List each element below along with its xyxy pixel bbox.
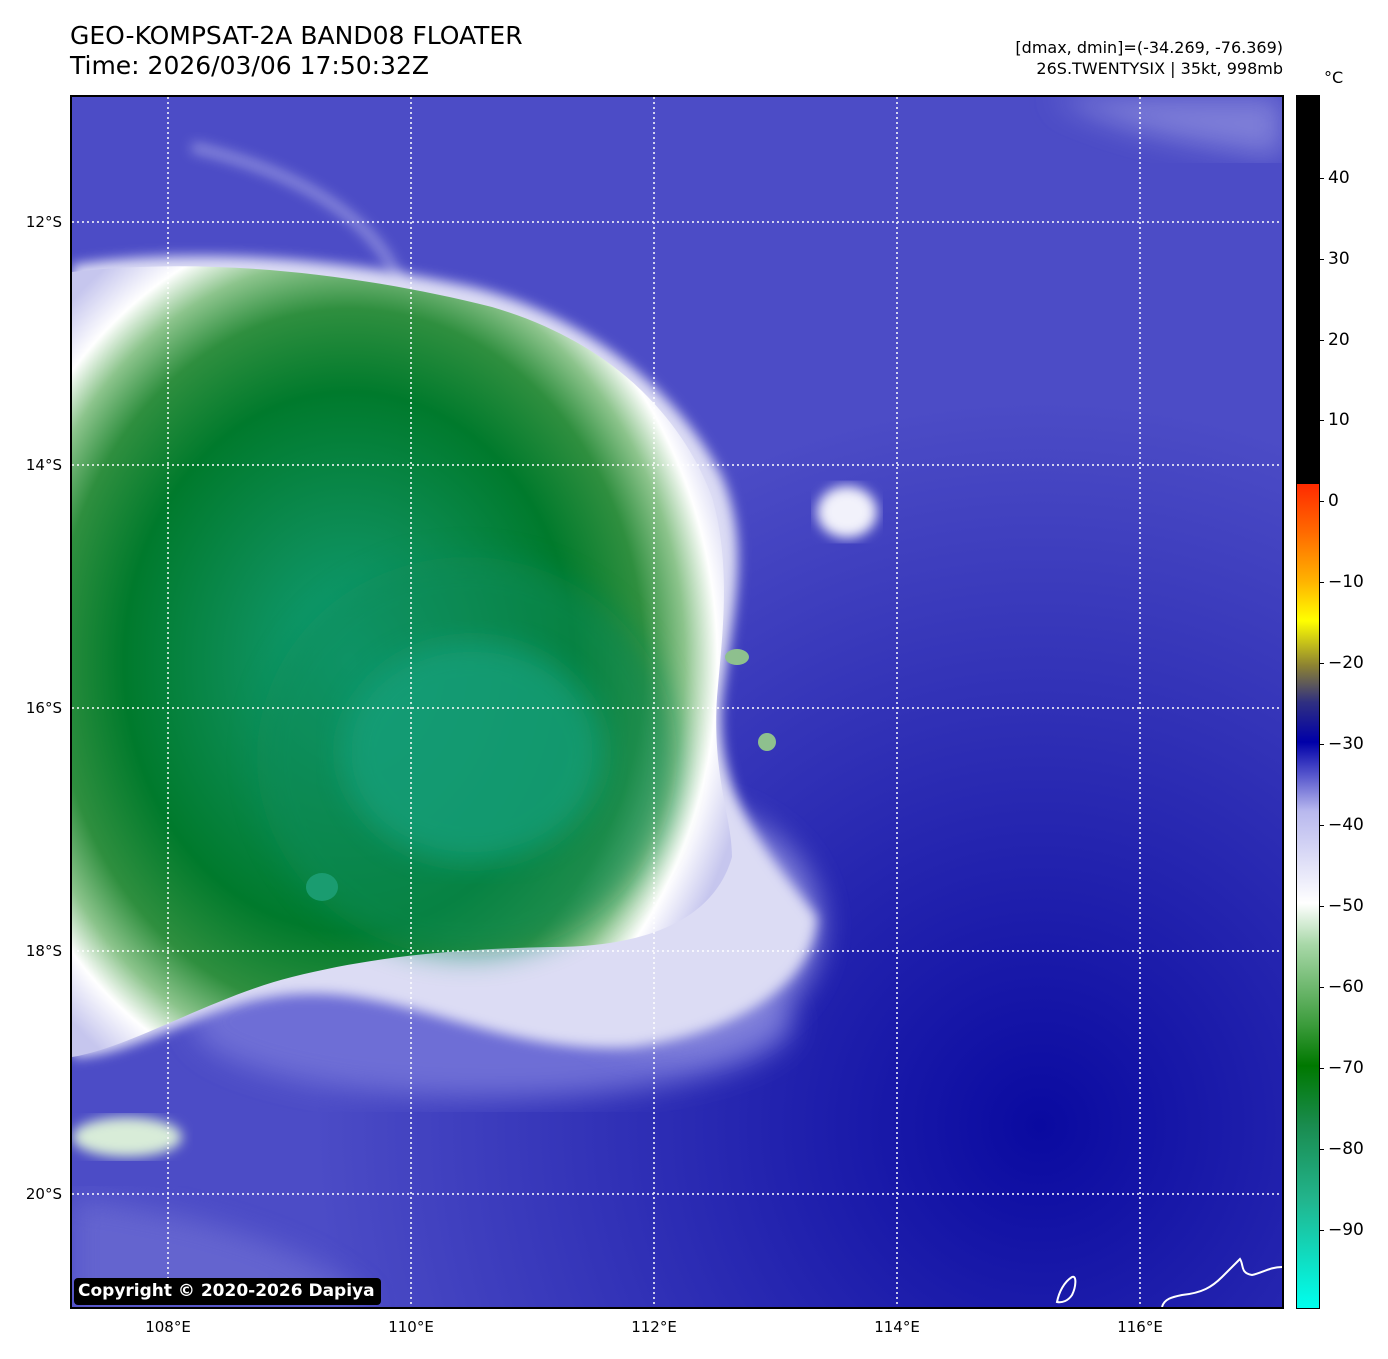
colorbar-label: 30 xyxy=(1328,249,1350,269)
lon-label: 112°E xyxy=(631,1318,677,1336)
colorbar-label: −70 xyxy=(1328,1058,1364,1078)
colorbar-tick xyxy=(1320,906,1324,907)
colorbar-label: 0 xyxy=(1328,491,1339,511)
colorbar-tick xyxy=(1320,1149,1324,1150)
colorbar-label: −50 xyxy=(1328,896,1364,916)
colorbar-label: −10 xyxy=(1328,572,1364,592)
temperature-colorbar xyxy=(1296,95,1320,1309)
satellite-imagery xyxy=(72,97,1282,1307)
lon-label: 116°E xyxy=(1117,1318,1163,1336)
colorbar-label: −30 xyxy=(1328,734,1364,754)
lat-label: 20°S xyxy=(25,1185,62,1203)
lat-label: 14°S xyxy=(25,456,62,474)
colorbar-label: −40 xyxy=(1328,815,1364,835)
colorbar-tick xyxy=(1320,1230,1324,1231)
lon-label: 114°E xyxy=(874,1318,920,1336)
colorbar-label: 40 xyxy=(1328,168,1350,188)
storm-info: 26S.TWENTYSIX | 35kt, 998mb xyxy=(1036,59,1283,78)
colorbar-tick xyxy=(1320,259,1324,260)
colorbar-unit: °C xyxy=(1324,68,1344,87)
lon-label: 110°E xyxy=(388,1318,434,1336)
colorbar-label: −60 xyxy=(1328,977,1364,997)
data-range: [dmax, dmin]=(-34.269, -76.369) xyxy=(1015,38,1283,57)
map-time: Time: 2026/03/06 17:50:32Z xyxy=(70,51,429,80)
colorbar-tick xyxy=(1320,1068,1324,1069)
colorbar-label: 20 xyxy=(1328,330,1350,350)
lon-label: 108°E xyxy=(145,1318,191,1336)
map-title: GEO-KOMPSAT-2A BAND08 FLOATER xyxy=(70,21,523,50)
colorbar-tick xyxy=(1320,825,1324,826)
colorbar-tick xyxy=(1320,582,1324,583)
colorbar-tick xyxy=(1320,987,1324,988)
lat-label: 16°S xyxy=(25,699,62,717)
satellite-map[interactable]: Copyright © 2020-2026 Dapiya xyxy=(70,95,1284,1309)
colorbar-tick xyxy=(1320,744,1324,745)
colorbar-tick xyxy=(1320,340,1324,341)
colorbar-tick xyxy=(1320,178,1324,179)
colorbar-tick xyxy=(1320,501,1324,502)
colorbar-tick xyxy=(1320,420,1324,421)
colorbar-label: −90 xyxy=(1328,1220,1364,1240)
lat-label: 12°S xyxy=(25,213,62,231)
copyright-notice: Copyright © 2020-2026 Dapiya xyxy=(74,1278,381,1305)
lat-label: 18°S xyxy=(25,942,62,960)
colorbar-label: −80 xyxy=(1328,1139,1364,1159)
colorbar-label: 10 xyxy=(1328,410,1350,430)
colorbar-label: −20 xyxy=(1328,653,1364,673)
colorbar-tick xyxy=(1320,663,1324,664)
